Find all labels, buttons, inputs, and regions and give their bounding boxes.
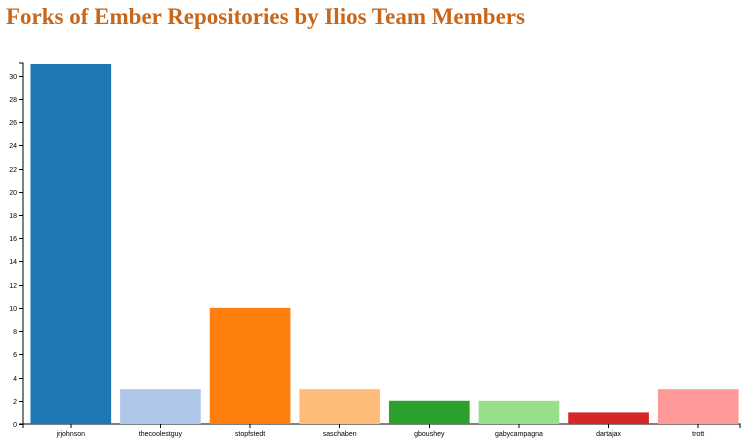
y-tick-label: 16: [9, 236, 17, 243]
x-tick-label: gabycampagna: [495, 431, 543, 438]
y-tick-label: 2: [13, 399, 17, 406]
x-tick-label: saschaben: [323, 431, 357, 438]
y-tick-label: 26: [9, 120, 17, 127]
bar-jrjohnson: [30, 64, 112, 424]
x-tick-label: trott: [692, 431, 704, 438]
y-tick-label: 24: [9, 143, 17, 150]
x-axis-line: [22, 423, 741, 428]
y-tick-label: 30: [9, 74, 17, 81]
bar-gboushey: [388, 400, 470, 424]
x-tick-label: thecoolestguy: [139, 431, 183, 438]
bars: [30, 64, 739, 424]
x-tick-label: stopfstedt: [235, 431, 265, 438]
chart-title: Forks of Ember Repositories by Ilios Tea…: [6, 4, 525, 29]
y-tick-label: 14: [9, 259, 17, 266]
y-tick-label: 0: [13, 422, 17, 429]
y-axis-line: [19, 62, 24, 425]
y-tick-label: 10: [9, 306, 17, 313]
x-tick-label: gboushey: [414, 431, 445, 438]
y-tick-label: 18: [9, 213, 17, 220]
y-tick-label: 20: [9, 190, 17, 197]
y-tick-label: 4: [13, 376, 17, 383]
y-tick-label: 28: [9, 97, 17, 104]
y-tick-label: 12: [9, 283, 17, 290]
bar-stopfstedt: [209, 307, 291, 424]
bar-gabycampagna: [478, 400, 560, 424]
bar-trott: [657, 389, 739, 424]
y-tick-label: 6: [13, 352, 17, 359]
y-tick-label: 22: [9, 167, 17, 174]
bar-thecoolestguy: [120, 389, 201, 424]
bar-dartajax: [568, 412, 649, 424]
x-tick-label: jrjohnson: [56, 431, 86, 438]
bar-saschaben: [299, 389, 381, 424]
x-tick-label: dartajax: [596, 431, 621, 438]
x-axis: jrjohnson thecoolestguy stopfstedt saschabe…: [22, 423, 741, 438]
y-tick-label: 8: [13, 329, 17, 336]
